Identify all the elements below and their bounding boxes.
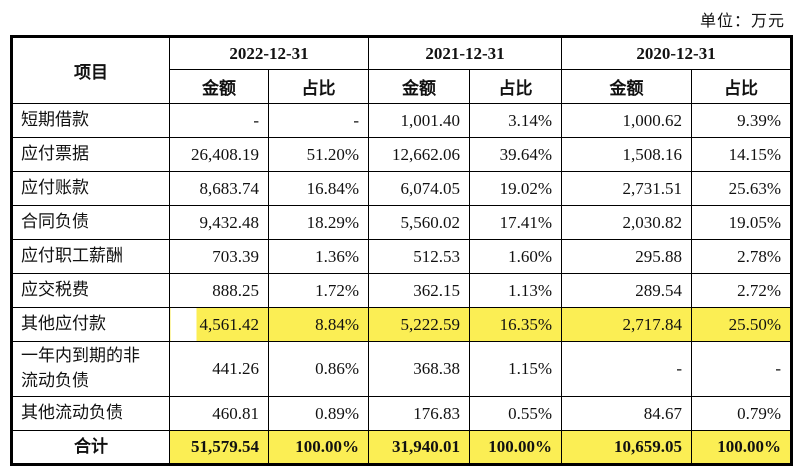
ratio-cell: 16.35% [469, 307, 563, 342]
ratio-cell: 19.05% [691, 205, 793, 240]
date-header-2022: 2022-12-31 [168, 36, 370, 70]
amount-cell: 1,508.16 [561, 137, 693, 172]
amount-cell: 31,940.01 [368, 430, 471, 465]
ratio-header: 占比 [691, 69, 793, 104]
header-row-sub: 金额 占比 金额 占比 金额 占比 [12, 69, 793, 104]
amount-cell: - [561, 341, 693, 397]
amount-cell: 703.39 [169, 239, 269, 274]
row-label-cell: 短期借款 [11, 103, 170, 138]
amount-cell: 512.53 [368, 239, 471, 274]
amount-cell: 8,683.74 [169, 171, 269, 206]
row-label-cell: 应付账款 [11, 171, 170, 206]
ratio-cell: 0.55% [469, 396, 563, 431]
row-label-cell: 一年内到期的非流动负债 [11, 341, 170, 397]
amount-cell: 26,408.19 [169, 137, 269, 172]
ratio-header: 占比 [469, 69, 563, 104]
amount-cell: 176.83 [368, 396, 471, 431]
liabilities-table: 项目 2022-12-31 2021-12-31 2020-12-31 金额 占… [10, 35, 794, 466]
ratio-cell: - [691, 341, 793, 397]
row-label-cell: 应付票据 [11, 137, 170, 172]
ratio-cell: 0.89% [267, 396, 370, 431]
ratio-cell: 39.64% [469, 137, 563, 172]
amount-cell: 51,579.54 [169, 430, 269, 465]
amount-cell: - [169, 103, 269, 138]
date-header-2021: 2021-12-31 [368, 36, 563, 70]
amount-cell: 5,222.59 [368, 307, 471, 342]
amount-cell: 289.54 [561, 273, 693, 308]
ratio-cell: 1.15% [469, 341, 563, 397]
ratio-cell: 3.14% [469, 103, 563, 138]
amount-cell: 295.88 [561, 239, 693, 274]
amount-cell: 1,000.62 [561, 103, 693, 138]
amount-cell: 12,662.06 [368, 137, 471, 172]
ratio-cell: 9.39% [691, 103, 793, 138]
ratio-cell: 100.00% [267, 430, 370, 465]
table-row: 应付票据 26,408.19 51.20% 12,662.06 39.64% 1… [11, 137, 793, 172]
row-label-cell: 其他流动负债 [11, 396, 170, 431]
header-row-dates: 项目 2022-12-31 2021-12-31 2020-12-31 [11, 36, 793, 104]
amount-header: 金额 [368, 69, 471, 104]
date-header-2020: 2020-12-31 [561, 36, 793, 70]
table-row: 其他流动负债 460.81 0.89% 176.83 0.55% 84.67 0… [11, 396, 793, 431]
amount-cell: 460.81 [169, 396, 269, 431]
table-row: 合同负债 9,432.48 18.29% 5,560.02 17.41% 2,0… [11, 205, 793, 240]
row-label-cell: 应交税费 [11, 273, 170, 308]
ratio-cell: 25.63% [691, 171, 793, 206]
amount-header: 金额 [169, 69, 269, 104]
amount-cell: 441.26 [169, 341, 269, 397]
table-row: 应付账款 8,683.74 16.84% 6,074.05 19.02% 2,7… [11, 171, 793, 206]
amount-cell: 4,561.42 [169, 307, 269, 342]
amount-cell: 2,717.84 [561, 307, 693, 342]
ratio-cell: 2.78% [691, 239, 793, 274]
row-label-cell: 其他应付款 [11, 307, 170, 342]
amount-cell: 1,001.40 [368, 103, 471, 138]
ratio-cell: 14.15% [691, 137, 793, 172]
ratio-cell: - [267, 103, 370, 138]
row-label-cell: 合同负债 [11, 205, 170, 240]
table-row: 一年内到期的非流动负债 441.26 0.86% 368.38 1.15% - … [11, 341, 793, 397]
amount-cell: 2,731.51 [561, 171, 693, 206]
amount-header: 金额 [561, 69, 693, 104]
total-row: 合计 51,579.54 100.00% 31,940.01 100.00% 1… [11, 430, 793, 465]
ratio-cell: 1.72% [267, 273, 370, 308]
amount-cell: 368.38 [368, 341, 471, 397]
ratio-cell: 51.20% [267, 137, 370, 172]
ratio-cell: 100.00% [469, 430, 563, 465]
amount-cell: 5,560.02 [368, 205, 471, 240]
ratio-cell: 16.84% [267, 171, 370, 206]
ratio-cell: 25.50% [691, 307, 793, 342]
ratio-cell: 0.79% [691, 396, 793, 431]
total-label-cell: 合计 [11, 430, 170, 465]
amount-cell: 9,432.48 [169, 205, 269, 240]
row-label-cell: 应付职工薪酬 [11, 239, 170, 274]
amount-cell: 10,659.05 [561, 430, 693, 465]
ratio-cell: 2.72% [691, 273, 793, 308]
ratio-cell: 1.13% [469, 273, 563, 308]
ratio-header: 占比 [267, 69, 370, 104]
amount-cell: 2,030.82 [561, 205, 693, 240]
table-row: 应付职工薪酬 703.39 1.36% 512.53 1.60% 295.88 … [11, 239, 793, 274]
ratio-cell: 17.41% [469, 205, 563, 240]
ratio-cell: 8.84% [267, 307, 370, 342]
ratio-cell: 100.00% [691, 430, 793, 465]
table-row-highlighted: 其他应付款 4,561.42 8.84% 5,222.59 16.35% 2,7… [11, 307, 793, 342]
table-row: 应交税费 888.25 1.72% 362.15 1.13% 289.54 2.… [11, 273, 793, 308]
amount-cell: 6,074.05 [368, 171, 471, 206]
ratio-cell: 0.86% [267, 341, 370, 397]
item-header-cell: 项目 [11, 36, 170, 104]
amount-cell: 888.25 [169, 273, 269, 308]
amount-cell: 362.15 [368, 273, 471, 308]
amount-cell: 84.67 [561, 396, 693, 431]
ratio-cell: 1.36% [267, 239, 370, 274]
ratio-cell: 1.60% [469, 239, 563, 274]
ratio-cell: 19.02% [469, 171, 563, 206]
unit-label: 单位：万元 [699, 13, 785, 30]
table-row: 短期借款 - - 1,001.40 3.14% 1,000.62 9.39% [11, 103, 793, 138]
ratio-cell: 18.29% [267, 205, 370, 240]
